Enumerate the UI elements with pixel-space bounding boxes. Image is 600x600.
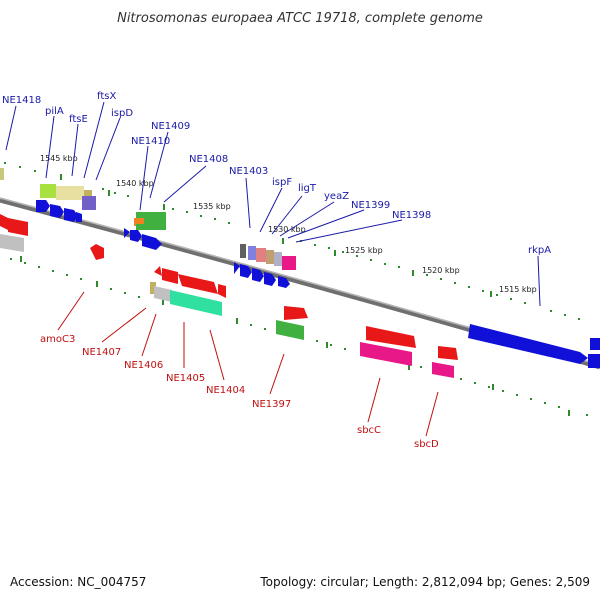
gene-arrow[interactable] [438, 346, 458, 360]
gene-block[interactable] [170, 290, 222, 316]
reverse-gene-track [0, 214, 458, 378]
gene-block[interactable] [0, 168, 4, 180]
gene-label[interactable]: ispF [272, 177, 292, 188]
gene-block[interactable] [82, 196, 96, 210]
gene-arrow[interactable] [90, 244, 104, 260]
gene-arrow[interactable] [218, 284, 226, 298]
gene-arrow[interactable] [468, 324, 588, 364]
gene-arrow[interactable] [8, 218, 28, 236]
gene-label[interactable]: ftsE [69, 114, 88, 125]
gene-block[interactable] [276, 320, 304, 340]
gene-label[interactable]: pilA [45, 106, 64, 117]
kbp-label: 1525 kbp [345, 246, 383, 255]
gene-arrow[interactable] [366, 326, 416, 348]
gene-arrow[interactable] [154, 266, 162, 276]
gene-label[interactable]: amoC3 [40, 334, 75, 345]
gene-label[interactable]: NE1404 [206, 385, 245, 396]
gene-block[interactable] [360, 342, 412, 366]
gene-block[interactable] [40, 184, 56, 198]
kbp-label: 1530 kbp [268, 225, 306, 234]
gene-block[interactable] [150, 282, 156, 294]
kbp-label: 1540 kbp [116, 179, 154, 188]
gene-arrow[interactable] [284, 306, 308, 320]
gene-arrow[interactable] [124, 228, 130, 238]
gene-block[interactable] [274, 252, 282, 266]
accession-label: Accession: NC_004757 [10, 575, 146, 589]
gene-label[interactable]: NE1406 [124, 360, 163, 371]
gene-arrow[interactable] [0, 214, 8, 230]
gene-block[interactable] [590, 338, 600, 350]
gene-block[interactable] [282, 256, 296, 270]
gene-label[interactable]: NE1397 [252, 399, 291, 410]
gene-block[interactable] [256, 248, 266, 262]
gene-label[interactable]: ftsX [97, 91, 116, 102]
gene-label[interactable]: NE1409 [151, 121, 190, 132]
gene-arrow[interactable] [76, 212, 82, 222]
gene-block[interactable] [134, 218, 144, 226]
reverse-gene-labels: amoC3 NE1407 NE1406 NE1405 NE1404 NE1397… [40, 334, 439, 450]
gene-label[interactable]: NE1405 [166, 373, 205, 384]
gene-block[interactable] [136, 224, 166, 230]
gene-block[interactable] [0, 234, 24, 252]
gene-block[interactable] [266, 250, 274, 264]
gene-block[interactable] [588, 354, 600, 368]
gene-arrow[interactable] [264, 272, 276, 286]
gene-block[interactable] [240, 244, 246, 258]
gene-label[interactable]: NE1403 [229, 166, 268, 177]
gene-arrow[interactable] [50, 204, 64, 218]
gene-arrow[interactable] [278, 276, 290, 288]
kbp-label: 1545 kbp [40, 154, 78, 163]
gene-block[interactable] [154, 286, 172, 302]
gene-arrow[interactable] [36, 200, 50, 212]
gene-arrow[interactable] [162, 268, 178, 284]
gene-label[interactable]: NE1407 [82, 347, 121, 358]
gene-arrow[interactable] [64, 208, 78, 222]
gene-label[interactable]: ligT [298, 183, 317, 194]
gene-block[interactable] [56, 186, 84, 200]
gene-label[interactable]: NE1399 [351, 200, 390, 211]
gene-block[interactable] [248, 246, 256, 260]
forward-gene-labels: NE1418 pilA ftsE ftsX ispD NE1410 NE1409… [2, 91, 551, 256]
gene-arrow[interactable] [252, 268, 264, 282]
gene-label[interactable]: sbcD [414, 439, 439, 450]
outer-scale-track [4, 162, 580, 320]
gene-label[interactable]: rkpA [528, 245, 551, 256]
kbp-label: 1535 kbp [193, 202, 231, 211]
inner-scale-track [10, 256, 588, 416]
reverse-label-connectors [57, 291, 439, 437]
gene-label[interactable]: yeaZ [324, 191, 349, 202]
gene-arrow[interactable] [178, 274, 218, 294]
gene-label[interactable]: NE1410 [131, 136, 170, 147]
kbp-label: 1520 kbp [422, 266, 460, 275]
forward-gene-track [0, 168, 600, 368]
gene-label[interactable]: sbcC [357, 425, 381, 436]
gene-label[interactable]: NE1418 [2, 95, 41, 106]
gene-label[interactable]: NE1398 [392, 210, 431, 221]
gene-label[interactable]: ispD [111, 108, 133, 119]
gene-label[interactable]: NE1408 [189, 154, 228, 165]
gene-block[interactable] [432, 362, 454, 378]
gene-arrow[interactable] [130, 230, 142, 242]
gene-arrow[interactable] [142, 234, 162, 250]
forward-label-connectors [5, 101, 541, 307]
gene-arrow[interactable] [240, 264, 252, 278]
gene-arrow[interactable] [234, 262, 240, 274]
genome-stats-label: Topology: circular; Length: 2,812,094 bp… [259, 575, 590, 589]
kbp-label: 1515 kbp [499, 285, 537, 294]
map-title: Nitrosomonas europaea ATCC 19718, comple… [117, 11, 483, 26]
